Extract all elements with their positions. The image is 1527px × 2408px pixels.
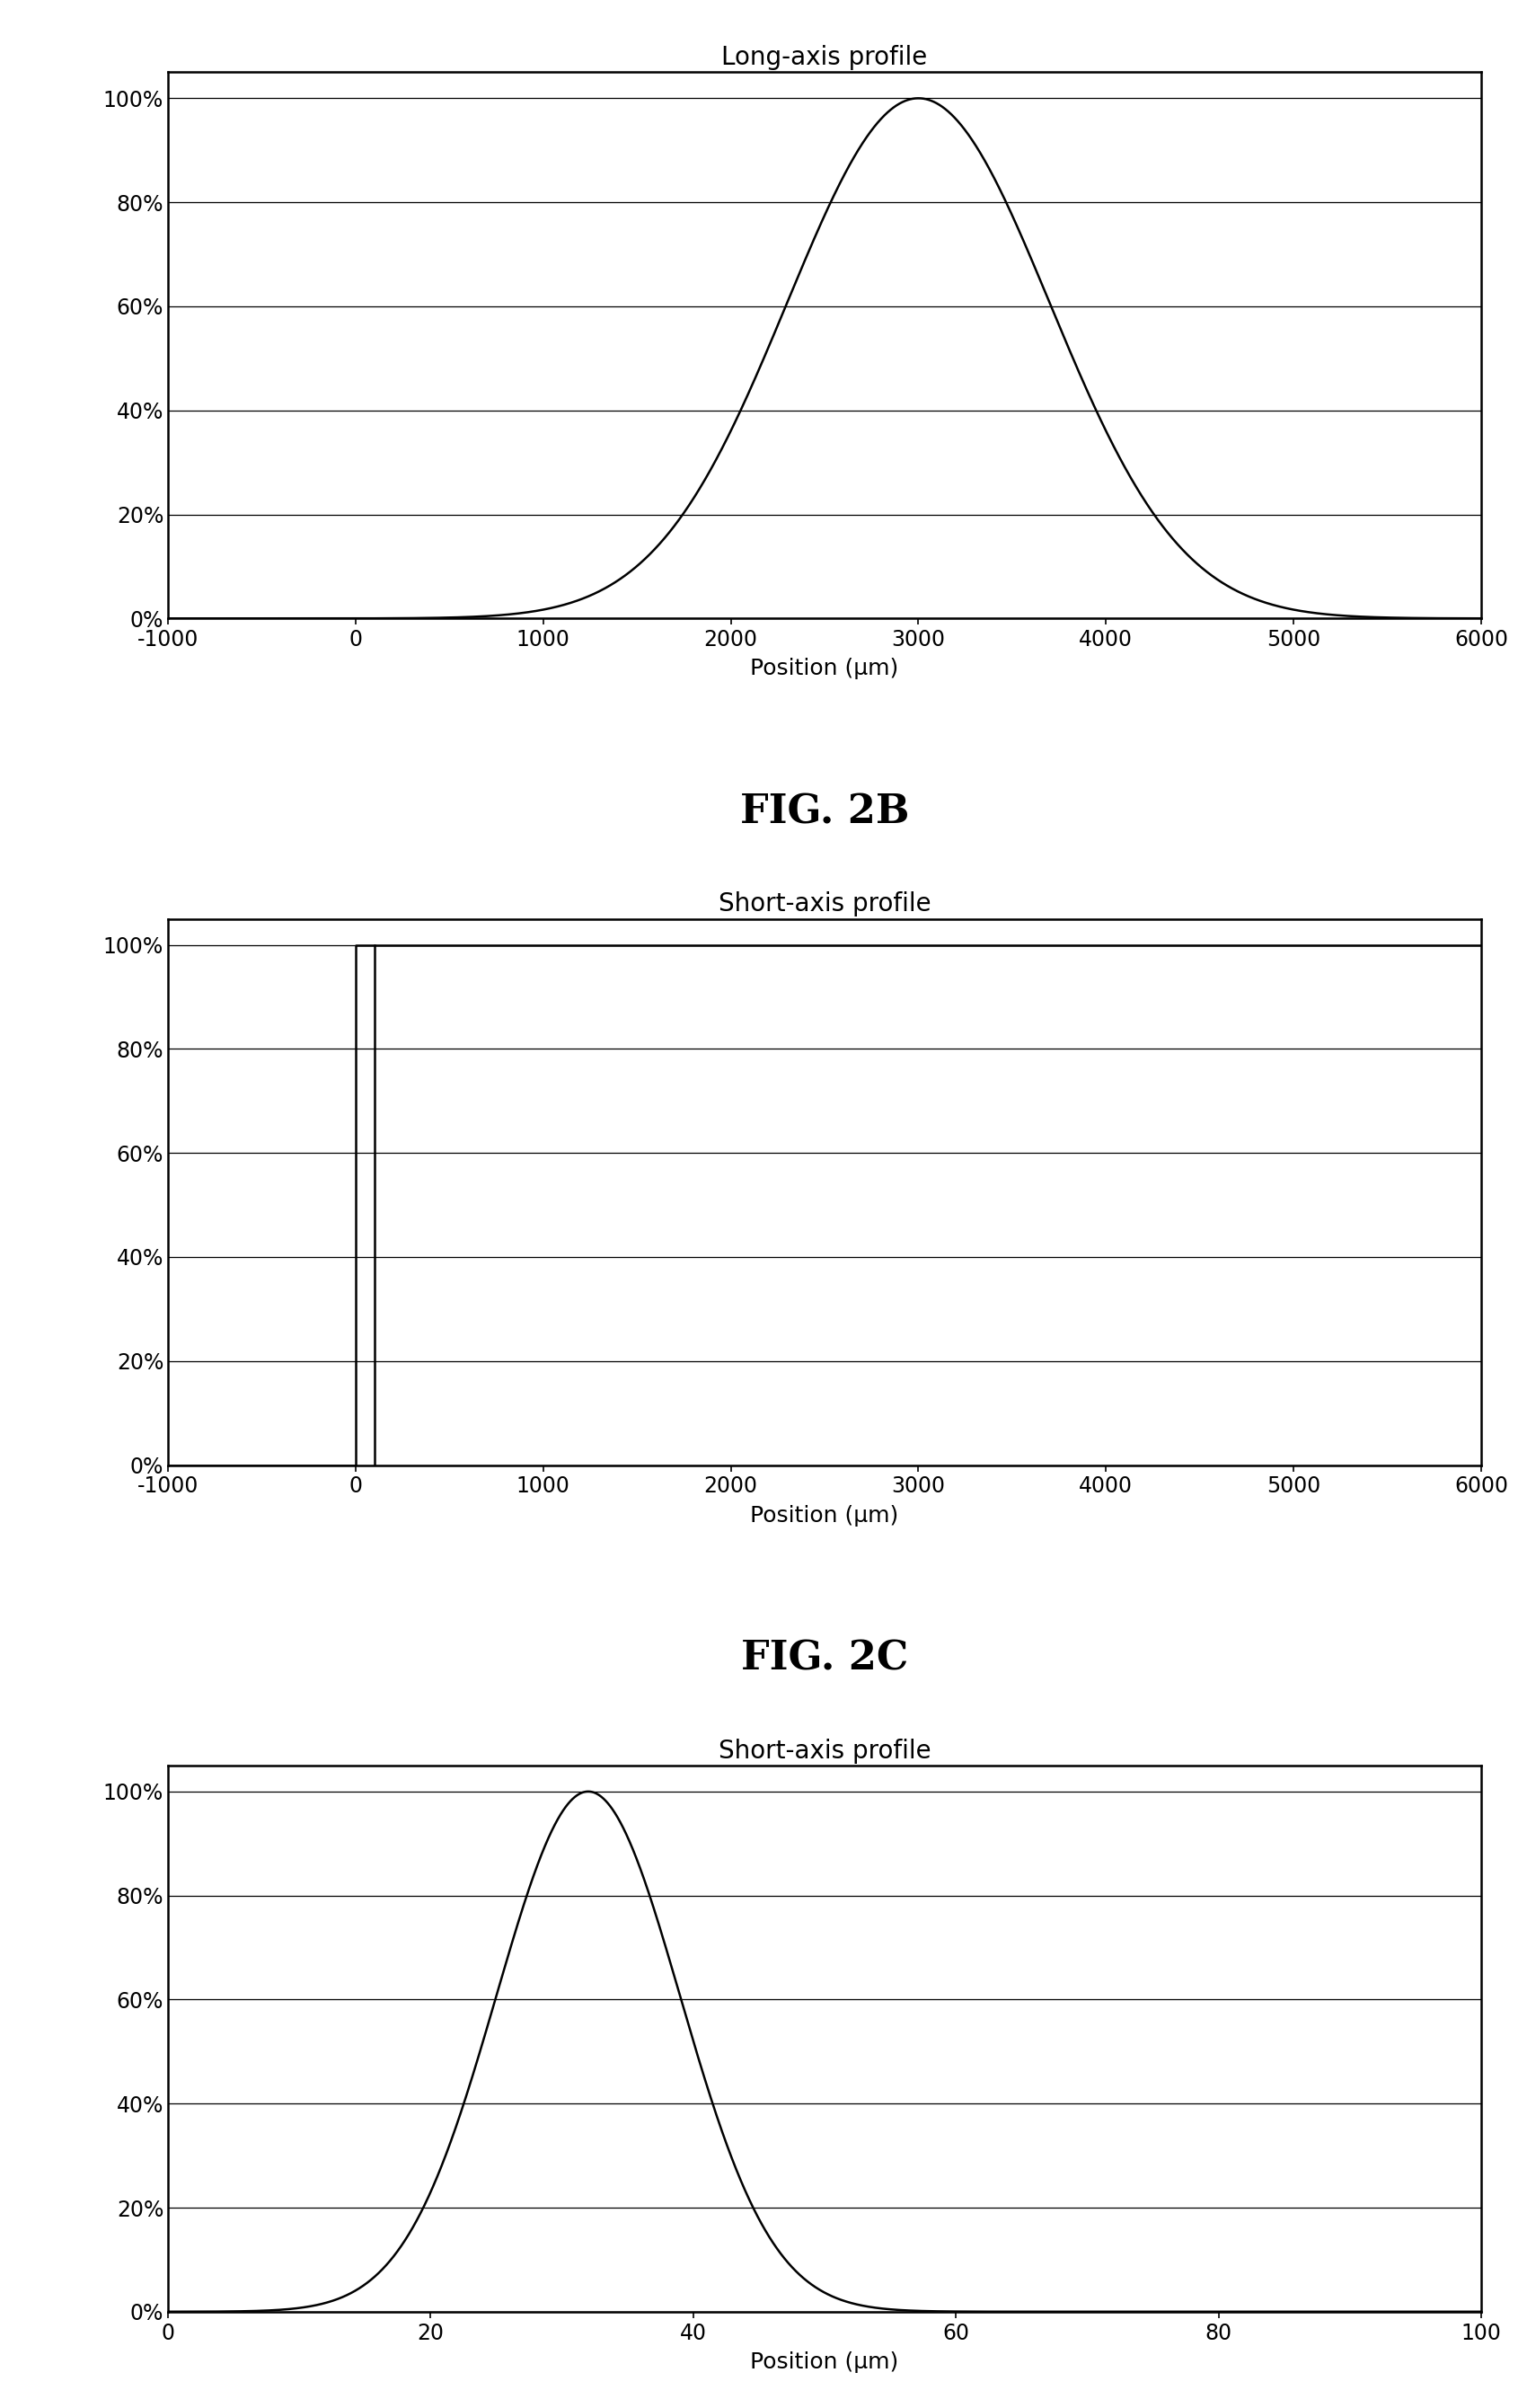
X-axis label: Position (μm): Position (μm)	[750, 1505, 899, 1527]
Text: FIG. 2B: FIG. 2B	[741, 792, 909, 831]
X-axis label: Position (μm): Position (μm)	[750, 2350, 899, 2372]
Title: Short-axis profile: Short-axis profile	[718, 1739, 931, 1763]
X-axis label: Position (μm): Position (μm)	[750, 657, 899, 679]
Title: Long-axis profile: Long-axis profile	[722, 46, 927, 70]
Title: Short-axis profile: Short-axis profile	[718, 891, 931, 917]
Text: FIG. 2C: FIG. 2C	[741, 1640, 909, 1678]
